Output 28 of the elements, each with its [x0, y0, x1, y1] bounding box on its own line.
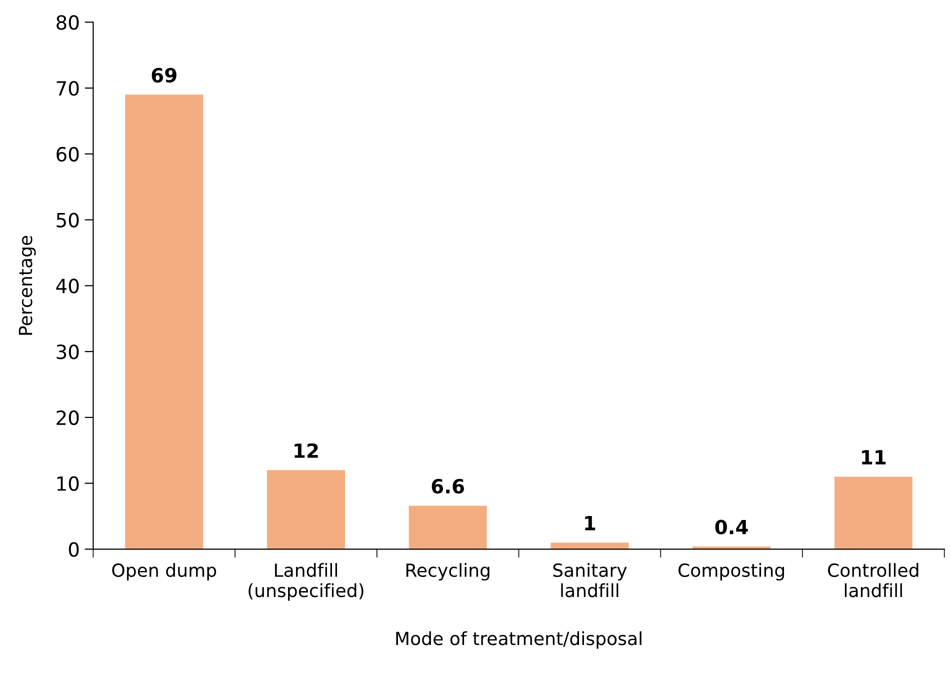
y-tick-label: 20	[56, 410, 79, 426]
data-label: 69	[152, 68, 176, 83]
y-tick-label: 0	[68, 542, 79, 557]
bar	[125, 94, 204, 550]
bar	[266, 470, 345, 550]
data-label: 12	[294, 443, 318, 458]
x-tick-label: Landfill (unspecified)	[248, 563, 364, 601]
y-tick-label: 50	[56, 212, 79, 228]
bar	[550, 542, 629, 550]
y-tick-label: 30	[56, 344, 79, 360]
x-axis-title: Mode of treatment/disposal	[396, 631, 642, 649]
data-label: 6.6	[432, 478, 464, 494]
data-label: 11	[862, 450, 886, 464]
x-tick-label: Sanitary landfill	[553, 563, 627, 598]
y-tick-label: 40	[56, 278, 79, 294]
y-tick-label: 10	[57, 476, 79, 491]
x-tick-label: Recycling	[406, 563, 490, 581]
x-tick-label: Composting	[678, 563, 784, 581]
y-tick-label: 80	[56, 15, 79, 30]
x-tick-label: Open dump	[112, 563, 216, 581]
bar	[834, 476, 912, 550]
data-label: 0.4	[715, 520, 748, 534]
bar	[408, 506, 487, 550]
y-axis-title: Percentage	[18, 236, 36, 335]
y-tick-label: 60	[56, 146, 79, 162]
data-label: 1	[585, 516, 596, 530]
x-tick-label: Controlled landfill	[828, 563, 918, 598]
y-tick-label: 70	[56, 81, 79, 96]
